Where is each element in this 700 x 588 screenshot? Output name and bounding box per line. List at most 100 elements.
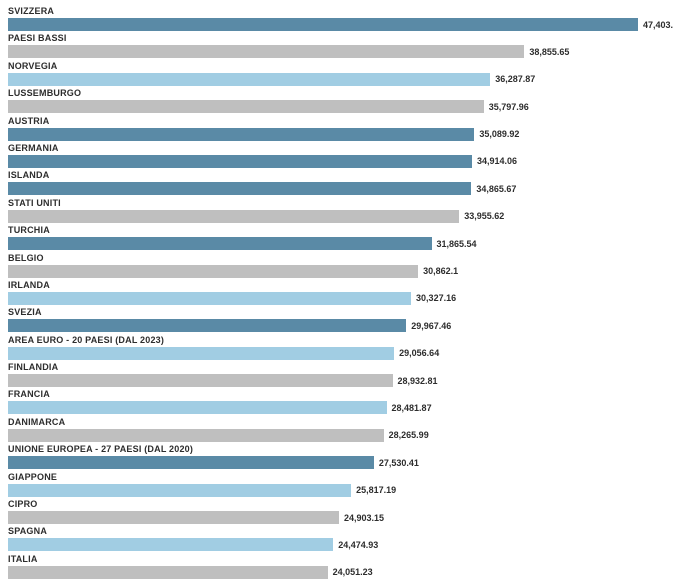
bar: 38,855.65 [8,45,524,58]
bar-track: 28,265.99 [8,429,688,442]
bar-value: 24,903.15 [344,513,384,523]
bar-row: FRANCIA 28,481.87 [8,389,688,416]
bar-value: 47,403. [643,20,673,30]
bar: 30,327.16 [8,292,411,305]
bar: 34,865.67 [8,182,471,195]
bar-value: 35,089.92 [479,129,519,139]
bar-track: 24,051.23 [8,566,688,579]
bar-value: 30,327.16 [416,293,456,303]
bar-label: BELGIO [8,253,44,263]
bar-label: ITALIA [8,554,38,564]
bar: 28,481.87 [8,401,387,414]
bar-row: UNIONE EUROPEA - 27 PAESI (DAL 2020) 27,5… [8,444,688,471]
bar: 36,287.87 [8,73,490,86]
bar-label: DANIMARCA [8,417,65,427]
bar: 28,265.99 [8,429,384,442]
bar-track: 35,089.92 [8,128,688,141]
bar-track: 28,481.87 [8,401,688,414]
bar: 35,089.92 [8,128,474,141]
bar-track: 29,056.64 [8,347,688,360]
bar-track: 28,932.81 [8,374,688,387]
bar-row: CIPRO 24,903.15 [8,499,688,526]
bar: 27,530.41 [8,456,374,469]
bar-value: 25,817.19 [356,485,396,495]
bar-row: PAESI BASSI 38,855.65 [8,33,688,60]
bar-label: IRLANDA [8,280,50,290]
bar-track: 30,327.16 [8,292,688,305]
bar-value: 34,865.67 [476,184,516,194]
bar-label: NORVEGIA [8,61,57,71]
bar-value: 24,474.93 [338,540,378,550]
bar-value: 33,955.62 [464,211,504,221]
bar-label: LUSSEMBURGO [8,88,81,98]
bar-value: 28,932.81 [398,376,438,386]
bar-label: ISLANDA [8,170,49,180]
bar-label: GIAPPONE [8,472,57,482]
bar-value: 36,287.87 [495,74,535,84]
bar-value: 29,056.64 [399,348,439,358]
bar-track: 30,862.1 [8,265,688,278]
bar: 28,932.81 [8,374,393,387]
bar-track: 27,530.41 [8,456,688,469]
bar-track: 47,403. [8,18,688,31]
bar-label: SVIZZERA [8,6,54,16]
bar-label: SPAGNA [8,526,47,536]
bar-row: FINLANDIA 28,932.81 [8,362,688,389]
bar-track: 33,955.62 [8,210,688,223]
bar-value: 38,855.65 [529,47,569,57]
bar-label: UNIONE EUROPEA - 27 PAESI (DAL 2020) [8,444,193,454]
bar-label: TURCHIA [8,225,50,235]
bar-label: FINLANDIA [8,362,58,372]
bar-label: PAESI BASSI [8,33,67,43]
bar-track: 31,865.54 [8,237,688,250]
bar-label: SVEZIA [8,307,42,317]
bar-value: 34,914.06 [477,156,517,166]
bar-value: 30,862.1 [423,266,458,276]
bar-label: GERMANIA [8,143,59,153]
bar: 25,817.19 [8,484,351,497]
bar: 29,967.46 [8,319,406,332]
bar-row: STATI UNITI 33,955.62 [8,198,688,225]
bar: 24,051.23 [8,566,328,579]
bar-row: ITALIA 24,051.23 [8,554,688,581]
bar-track: 24,474.93 [8,538,688,551]
bar-row: AUSTRIA 35,089.92 [8,116,688,143]
bar-label: FRANCIA [8,389,50,399]
bar-row: NORVEGIA 36,287.87 [8,61,688,88]
bar: 29,056.64 [8,347,394,360]
bar-value: 31,865.54 [437,239,477,249]
bar: 34,914.06 [8,155,472,168]
bar-label: AUSTRIA [8,116,49,126]
bar-value: 28,265.99 [389,430,429,440]
bar-row: GIAPPONE 25,817.19 [8,472,688,499]
bar-value: 35,797.96 [489,102,529,112]
horizontal-bar-chart: SVIZZERA 47,403. PAESI BASSI 38,855.65 NORVE… [8,6,688,581]
bar-track: 24,903.15 [8,511,688,524]
bar-label: STATI UNITI [8,198,61,208]
bar-label: AREA EURO - 20 PAESI (DAL 2023) [8,335,164,345]
bar-row: BELGIO 30,862.1 [8,253,688,280]
bar-track: 25,817.19 [8,484,688,497]
bar-value: 28,481.87 [392,403,432,413]
bar-track: 29,967.46 [8,319,688,332]
bar-value: 27,530.41 [379,458,419,468]
bar-track: 35,797.96 [8,100,688,113]
bar: 24,474.93 [8,538,333,551]
bar: 47,403. [8,18,638,31]
bar: 31,865.54 [8,237,432,250]
bar-value: 24,051.23 [333,567,373,577]
bar-row: AREA EURO - 20 PAESI (DAL 2023) 29,056.64 [8,335,688,362]
bar-row: SVIZZERA 47,403. [8,6,688,33]
bar: 30,862.1 [8,265,418,278]
bar-value: 29,967.46 [411,321,451,331]
bar-track: 34,914.06 [8,155,688,168]
bar-row: TURCHIA 31,865.54 [8,225,688,252]
bar-row: GERMANIA 34,914.06 [8,143,688,170]
bar-label: CIPRO [8,499,38,509]
bar: 35,797.96 [8,100,484,113]
bar-row: IRLANDA 30,327.16 [8,280,688,307]
bar-row: DANIMARCA 28,265.99 [8,417,688,444]
bar-row: ISLANDA 34,865.67 [8,170,688,197]
bar-row: LUSSEMBURGO 35,797.96 [8,88,688,115]
bar: 24,903.15 [8,511,339,524]
